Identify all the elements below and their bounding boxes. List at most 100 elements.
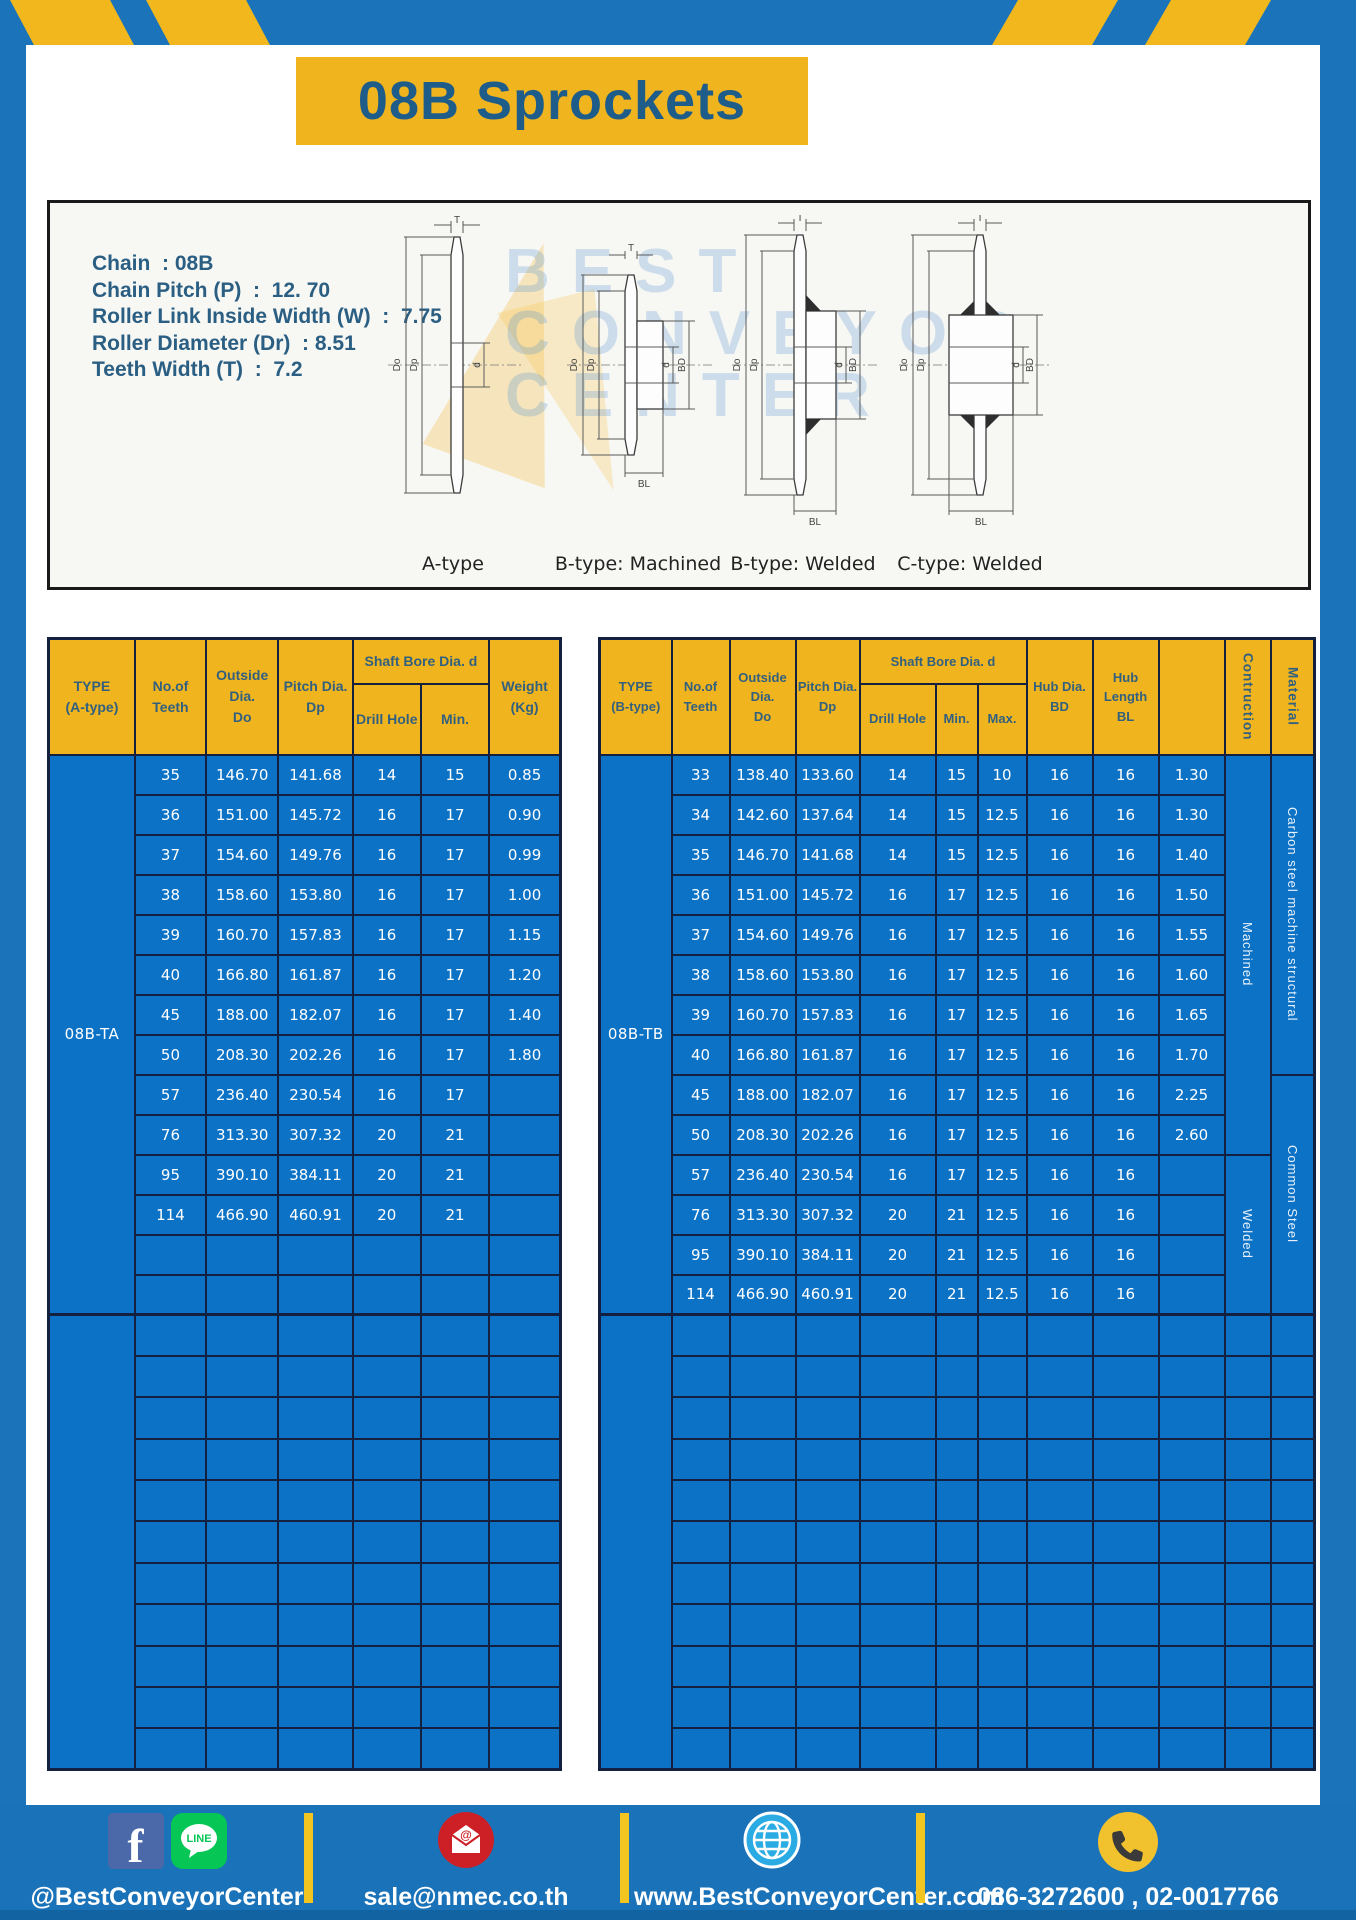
dim-label-bd: BD [1025,358,1036,372]
table-cell: 236.40 [728,1153,797,1196]
table-cell [488,1396,562,1440]
row-group-label [47,1312,136,1771]
col-header-type: TYPE (A-type) [47,637,136,756]
col-header-construction: Contruction [1223,637,1272,756]
table-cell [1091,1479,1160,1523]
table-cell: 0.90 [488,793,562,836]
table-cell: 36 [670,873,731,916]
dim-label-t: T [797,215,803,224]
table-cell [1157,1479,1226,1523]
table-cell [1223,1354,1272,1399]
table-cell [419,1727,491,1771]
table-cell: 0.99 [488,833,562,876]
table-cell: 160.70 [205,913,280,956]
table-cell [419,1354,491,1399]
table-cell [976,1644,1028,1689]
table-cell [419,1686,491,1730]
table-cell [351,1686,422,1730]
row-group-label: 08B-TA [47,753,136,1316]
table-cell [1091,1727,1160,1771]
table-cell [1025,1354,1094,1399]
table-cell [277,1686,354,1730]
table-cell [1157,1686,1226,1730]
table-cell [277,1354,354,1399]
table-cell: 149.76 [794,913,861,956]
right-table-body: 08B-TB 33 138.40 133.60 14 15 10 16 16 1.30 Machin… [598,753,1316,1771]
table-cell [488,1354,562,1399]
dim-label-dp: Dp [586,358,597,371]
email-icon: @ [438,1812,494,1868]
table-cell [488,1479,562,1523]
table-cell: 466.90 [728,1273,797,1316]
table-cell [351,1437,422,1482]
table-cell: 146.70 [205,753,280,796]
table-cell: 57 [133,1073,208,1116]
table-cell: 76 [670,1193,731,1236]
table-cell: 50 [670,1113,731,1156]
stripe-decoration [142,0,274,45]
table-cell [1091,1644,1160,1689]
spec-teeth-width: Teeth Width (T) : 7.2 [92,358,303,381]
table-cell: 157.83 [794,993,861,1036]
table-cell [976,1312,1028,1357]
table-cell: 16 [1091,1113,1160,1156]
table-cell [488,1520,562,1564]
table-cell [1223,1686,1272,1730]
table-cell: 149.76 [277,833,354,876]
table-cell: 161.87 [277,953,354,996]
table-cell [1091,1561,1160,1606]
table-cell: 20 [858,1233,937,1276]
table-cell: 57 [670,1153,731,1196]
table-cell [488,1686,562,1730]
table-cell [1269,1520,1316,1564]
table-cell [728,1437,797,1482]
dim-label-do: Do [569,358,580,371]
table-cell [133,1479,208,1523]
table-cell [1157,1727,1226,1771]
footer-phone: 086-3272600 , 02-0017766 [930,1805,1326,1920]
table-cell [1025,1312,1094,1357]
table-cell: 45 [670,1073,731,1116]
table-cell: 166.80 [205,953,280,996]
table-cell: 17 [934,1153,979,1196]
table-cell: 1.70 [1157,1033,1226,1076]
table-cell [1157,1644,1226,1689]
table-cell: 15 [419,753,491,796]
table-cell [205,1561,280,1606]
table-cell [976,1727,1028,1771]
table-cell [1157,1396,1226,1440]
table-cell: 14 [858,833,937,876]
table-cell: 145.72 [277,793,354,836]
table-cell [728,1520,797,1564]
table-cell: 161.87 [794,1033,861,1076]
dim-label-t: T [628,243,634,254]
table-cell: 460.91 [277,1193,354,1236]
col-header-material: Material [1269,637,1316,756]
table-cell [1223,1437,1272,1482]
table-cell [277,1603,354,1647]
table-cell [976,1603,1028,1647]
table-cell [419,1520,491,1564]
table-cell [670,1727,731,1771]
table-cell: 12.5 [976,1233,1028,1276]
table-cell [488,1113,562,1156]
table-cell [794,1354,861,1399]
table-cell [1025,1644,1094,1689]
table-cell [133,1437,208,1482]
table-cell: 17 [419,993,491,1036]
table-cell: 76 [133,1113,208,1156]
table-cell [794,1644,861,1689]
table-cell [858,1561,937,1606]
table-cell: 313.30 [728,1193,797,1236]
table-cell: 12.5 [976,793,1028,836]
table-cell: 16 [858,1073,937,1116]
table-cell: 1.50 [1157,873,1226,916]
table-cell: 17 [934,953,979,996]
table-cell [858,1396,937,1440]
table-cell: 1.80 [488,1033,562,1076]
table-cell: 37 [133,833,208,876]
table-cell: 188.00 [205,993,280,1036]
table-cell: 151.00 [728,873,797,916]
table-cell [1091,1603,1160,1647]
table-cell: 154.60 [728,913,797,956]
